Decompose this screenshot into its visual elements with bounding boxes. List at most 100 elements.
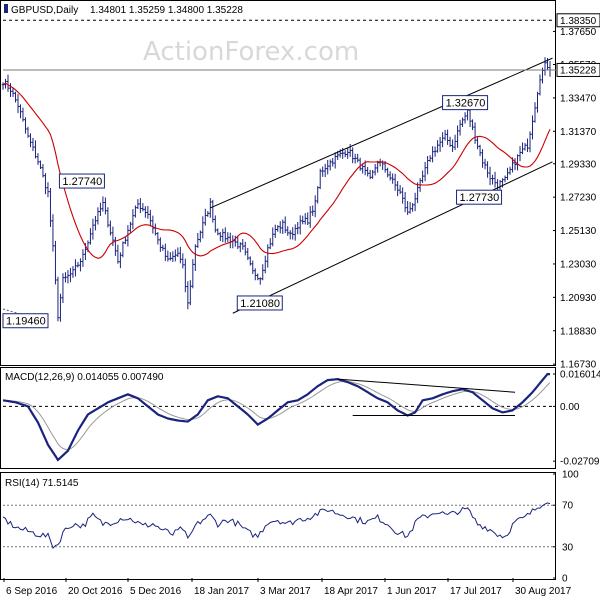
ohlc-bar bbox=[483, 158, 487, 170]
ohlc-bar bbox=[66, 270, 70, 284]
price-tick-label: 1.29330 bbox=[560, 159, 597, 170]
rsi-levels bbox=[3, 504, 556, 548]
ohlc-bar bbox=[179, 246, 182, 264]
ohlc-bar bbox=[156, 232, 160, 245]
ohlc-bar bbox=[263, 255, 267, 274]
ohlc-bar bbox=[543, 57, 547, 76]
ohlc-bar bbox=[186, 281, 190, 310]
ohlc-bar bbox=[196, 232, 200, 248]
price-tick-label: 1.37650 bbox=[560, 27, 597, 38]
ohlc-bar bbox=[69, 267, 72, 283]
ohlc-bar bbox=[311, 205, 315, 216]
ohlc-bar bbox=[288, 230, 292, 240]
ohlc-bar bbox=[521, 142, 524, 155]
ohlc-bar bbox=[36, 153, 40, 165]
x-tick-label: 20 Oct 2016 bbox=[68, 586, 123, 597]
svg-text:1.27730: 1.27730 bbox=[460, 192, 500, 204]
x-tick-label: 30 Aug 2017 bbox=[515, 586, 572, 597]
price-tick-label: 1.33470 bbox=[560, 93, 597, 104]
highlight-label: 1.35228 bbox=[556, 62, 600, 77]
ohlc-bar bbox=[451, 139, 454, 152]
ohlc-bar bbox=[54, 240, 57, 285]
ohlc-bar bbox=[216, 228, 220, 236]
ohlc-bar bbox=[34, 140, 37, 159]
ohlc-bar bbox=[211, 199, 215, 223]
ohlc-bar bbox=[351, 147, 354, 164]
ohlc-bar bbox=[9, 83, 12, 97]
ohlc-bar bbox=[481, 149, 484, 168]
ohlc-bar bbox=[64, 272, 67, 283]
rsi-axis-ticks: 100 70 30 0 bbox=[553, 470, 579, 585]
ohlc-bar bbox=[134, 205, 137, 218]
ohlc-bar bbox=[333, 152, 337, 169]
ohlc-bar bbox=[526, 138, 529, 153]
ohlc-bar bbox=[506, 167, 509, 180]
ohlc-bar bbox=[346, 147, 349, 159]
ohlc-bar bbox=[391, 173, 394, 184]
rsi-panel-frame bbox=[0, 472, 556, 580]
macd-tick-label: -0.027097 bbox=[560, 457, 600, 468]
ohlc-bar bbox=[268, 238, 272, 250]
ohlc-bar bbox=[124, 236, 127, 245]
ohlc-bar bbox=[403, 192, 407, 213]
x-tick-label: 5 Dec 2016 bbox=[130, 586, 182, 597]
ohlc-bar bbox=[331, 158, 334, 167]
ohlc-bar bbox=[433, 146, 437, 157]
ohlc-bar bbox=[298, 215, 302, 235]
svg-text:1.38350: 1.38350 bbox=[560, 16, 597, 27]
ohlc-bar bbox=[301, 215, 305, 225]
ohlc-bar bbox=[206, 210, 210, 217]
ohlc-bar bbox=[189, 280, 192, 306]
ohlc-bar bbox=[44, 173, 47, 195]
ohlc-bar bbox=[303, 213, 307, 225]
ohlc-bar bbox=[436, 140, 439, 153]
ohlc-bar bbox=[161, 244, 165, 251]
ohlc-bar bbox=[39, 160, 42, 169]
ohlc-bar bbox=[81, 249, 85, 267]
ohlc-bar bbox=[531, 115, 534, 140]
ohlc-bar bbox=[29, 133, 32, 148]
price-tick-label: 1.20930 bbox=[560, 293, 597, 304]
ohlc-bar bbox=[21, 107, 25, 122]
ohlc-bar bbox=[184, 258, 187, 293]
ohlc-bar bbox=[306, 212, 310, 226]
price-highlight-labels: 1.38350 1.35228 bbox=[3, 13, 600, 77]
ohlc-bar bbox=[423, 161, 427, 182]
ohlc-bar bbox=[446, 129, 449, 145]
ohlc-bar bbox=[191, 259, 195, 289]
trendline bbox=[232, 161, 553, 314]
price-tick-label: 1.25130 bbox=[560, 226, 597, 237]
ohlc-bar bbox=[46, 182, 50, 198]
ohlc-bar bbox=[293, 224, 297, 241]
ohlc-bar bbox=[199, 230, 202, 243]
ohlc-bar bbox=[478, 144, 482, 157]
ohlc-bar bbox=[313, 195, 317, 218]
ohlc-bar bbox=[326, 159, 330, 175]
ohlc-bar bbox=[104, 197, 107, 215]
ohlc-bar bbox=[74, 259, 77, 277]
ma-line bbox=[2, 82, 551, 259]
price-header: GBPUSD,Daily 1.34801 1.35259 1.34800 1.3… bbox=[4, 4, 243, 16]
rsi-tick-label: 100 bbox=[562, 470, 579, 481]
price-tick-label: 1.31370 bbox=[560, 127, 597, 138]
ohlc-bar bbox=[426, 156, 429, 175]
ohlc-bar bbox=[31, 137, 35, 152]
ohlc-bar bbox=[503, 175, 507, 183]
macd-trendline bbox=[337, 378, 516, 393]
macd-tick-label: 0.016014 bbox=[560, 370, 600, 381]
rsi-tick-label: 70 bbox=[562, 501, 574, 512]
ohlc-bar bbox=[24, 117, 27, 134]
ohlc-bar bbox=[441, 132, 444, 148]
ohlc-bar bbox=[486, 161, 489, 178]
macd-tick-label: 0.00 bbox=[560, 402, 580, 413]
ohlc-bar bbox=[296, 221, 300, 235]
price-callout: 1.32670 bbox=[442, 95, 489, 111]
ohlc-bar bbox=[248, 256, 252, 266]
ohlc-bar bbox=[386, 167, 389, 178]
rsi-series-line bbox=[2, 502, 551, 550]
x-tick-label: 1 Jun 2017 bbox=[387, 586, 437, 597]
svg-text:1.27740: 1.27740 bbox=[62, 176, 102, 188]
ohlc-bar bbox=[376, 160, 379, 173]
ohlc-bar bbox=[16, 94, 20, 114]
watermark: ActionForex.com bbox=[143, 37, 359, 67]
